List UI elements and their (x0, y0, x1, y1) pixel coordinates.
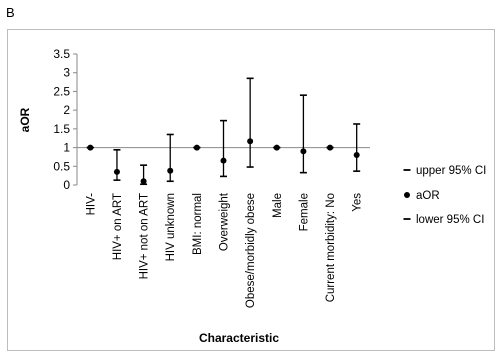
y-tick-label: 3 (63, 66, 70, 80)
y-axis-title: aOR (18, 107, 32, 132)
x-tick-label: HIV unknown (165, 193, 177, 261)
x-tick-label: Overweight (219, 192, 231, 251)
x-tick-label: HIV+ not on ART (139, 193, 151, 279)
x-tick-label: Male (272, 193, 284, 218)
aor-point (300, 148, 307, 155)
x-tick-label: Current morbidity: No (325, 193, 337, 302)
legend-label: upper 95% CI (416, 165, 486, 177)
data-marks (86, 77, 361, 186)
y-tick-label: 1 (63, 141, 70, 155)
aor-point (193, 144, 200, 151)
x-tick-label: HIV- (85, 193, 97, 216)
y-tick-label: 2 (63, 103, 70, 117)
y-tick-label: 0.5 (53, 159, 70, 173)
aor-point (87, 144, 94, 151)
legend-marker-aor (404, 192, 410, 198)
x-tick-label: Female (298, 193, 310, 231)
x-tick-label: Obese/morbidly obese (245, 193, 257, 308)
y-tick-label: 2.5 (53, 84, 70, 98)
x-tick-label: HIV+ on ART (112, 193, 124, 260)
legend-label: aOR (416, 190, 440, 202)
x-axis-title: Characteristic (199, 331, 279, 345)
panel-label: B (6, 5, 15, 20)
chart: 0 0.5 1 1.5 2 2.5 3 3.5 HIV- HIV+ on ART HIV+ not… (18, 47, 486, 345)
aor-point (140, 178, 147, 185)
y-axis: 0 0.5 1 1.5 2 2.5 3 3.5 (53, 47, 77, 192)
aor-point (247, 138, 254, 145)
aor-point (167, 167, 174, 174)
y-tick-label: 0 (63, 178, 70, 192)
y-tick-label: 3.5 (53, 47, 70, 61)
legend-label: lower 95% CI (416, 214, 484, 226)
aor-point (353, 152, 360, 159)
legend: upper 95% CI aOR lower 95% CI (403, 165, 486, 226)
x-axis: HIV- HIV+ on ART HIV+ not on ART HIV unknow… (85, 192, 363, 308)
x-tick-label: BMI: normal (192, 193, 204, 255)
aor-point (220, 157, 227, 164)
aor-point (273, 144, 280, 151)
aor-point (113, 168, 120, 175)
chart-frame: 0 0.5 1 1.5 2 2.5 3 3.5 HIV- HIV+ on ART HIV+ not… (7, 29, 495, 351)
aor-point (327, 144, 334, 151)
y-tick-label: 1.5 (53, 122, 70, 136)
x-tick-label: Yes (352, 193, 364, 212)
